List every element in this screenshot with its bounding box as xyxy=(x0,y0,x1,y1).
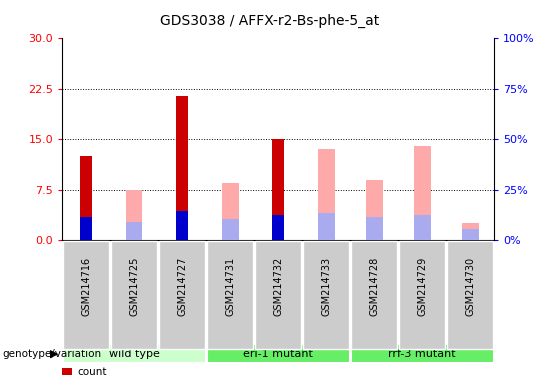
Text: GSM214729: GSM214729 xyxy=(417,257,427,316)
Text: eri-1 mutant: eri-1 mutant xyxy=(243,349,313,359)
Text: ▶: ▶ xyxy=(50,349,58,359)
Bar xyxy=(462,223,478,240)
Bar xyxy=(414,215,430,240)
Bar xyxy=(366,180,382,240)
Bar xyxy=(414,146,430,240)
Bar xyxy=(222,183,239,240)
Text: GSM214730: GSM214730 xyxy=(465,257,475,316)
Bar xyxy=(126,190,143,240)
Bar xyxy=(176,96,188,240)
Bar xyxy=(318,149,334,240)
Text: GSM214733: GSM214733 xyxy=(321,257,331,316)
Bar xyxy=(318,213,334,240)
Text: count: count xyxy=(77,367,107,377)
Bar xyxy=(462,229,478,240)
Bar xyxy=(366,217,382,240)
Text: GSM214732: GSM214732 xyxy=(273,257,283,316)
Text: genotype/variation: genotype/variation xyxy=(3,349,102,359)
Text: rrf-3 mutant: rrf-3 mutant xyxy=(388,349,456,359)
Bar xyxy=(80,217,92,240)
Text: GSM214728: GSM214728 xyxy=(369,257,379,316)
Text: GSM214731: GSM214731 xyxy=(225,257,235,316)
Bar xyxy=(126,222,143,240)
Text: GSM214727: GSM214727 xyxy=(177,257,187,316)
Bar xyxy=(272,139,284,240)
Bar xyxy=(272,215,284,240)
Bar xyxy=(176,211,188,240)
Text: GSM214725: GSM214725 xyxy=(129,257,139,316)
Text: GSM214716: GSM214716 xyxy=(81,257,91,316)
Bar xyxy=(222,219,239,240)
Bar xyxy=(80,156,92,240)
Text: GDS3038 / AFFX-r2-Bs-phe-5_at: GDS3038 / AFFX-r2-Bs-phe-5_at xyxy=(160,13,380,28)
Text: wild type: wild type xyxy=(109,349,159,359)
